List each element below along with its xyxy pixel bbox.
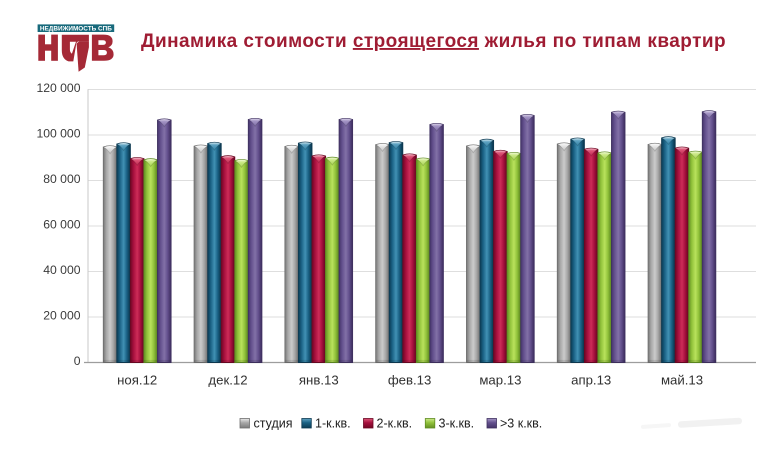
svg-text:студия: студия bbox=[254, 417, 293, 431]
svg-text:1-к.кв.: 1-к.кв. bbox=[315, 417, 351, 431]
svg-text:янв.13: янв.13 bbox=[299, 373, 339, 388]
svg-text:>3 к.кв.: >3 к.кв. bbox=[500, 417, 542, 431]
svg-text:дек.12: дек.12 bbox=[208, 373, 247, 388]
svg-text:фев.13: фев.13 bbox=[388, 373, 432, 388]
svg-text:ноя.12: ноя.12 bbox=[117, 373, 157, 388]
svg-text:0: 0 bbox=[74, 354, 81, 368]
svg-text:2-к.кв.: 2-к.кв. bbox=[377, 417, 413, 431]
svg-text:НЕДВИЖИМОСТЬ СПБ: НЕДВИЖИМОСТЬ СПБ bbox=[40, 27, 113, 33]
svg-text:120 000: 120 000 bbox=[36, 81, 80, 95]
svg-text:апр.13: апр.13 bbox=[571, 373, 611, 388]
svg-text:80 000: 80 000 bbox=[43, 172, 80, 186]
svg-text:20 000: 20 000 bbox=[43, 309, 80, 323]
svg-text:Динамика стоимости строящегося: Динамика стоимости строящегося жилья по … bbox=[141, 31, 726, 52]
svg-text:60 000: 60 000 bbox=[43, 218, 80, 232]
svg-text:100 000: 100 000 bbox=[36, 127, 80, 141]
svg-text:май.13: май.13 bbox=[661, 373, 703, 388]
svg-text:мар.13: мар.13 bbox=[479, 373, 521, 388]
svg-text:3-к.кв.: 3-к.кв. bbox=[439, 417, 475, 431]
svg-text:40 000: 40 000 bbox=[43, 263, 80, 277]
